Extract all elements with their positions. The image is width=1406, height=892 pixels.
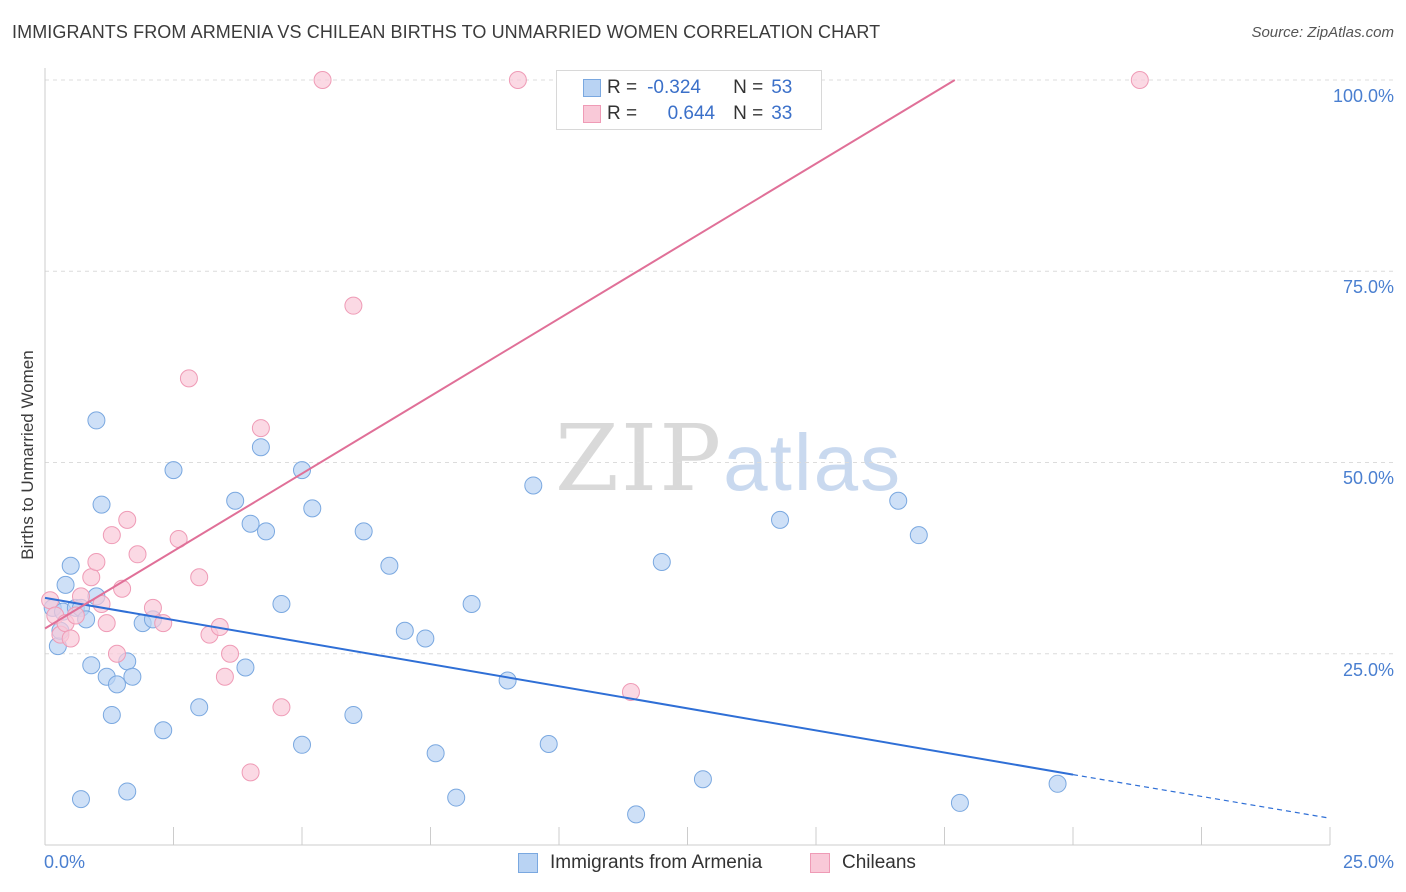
legend-row-chileans: R = 0.644 N = 33 [583, 102, 793, 126]
legend-row-armenia: R = -0.324 N = 53 [583, 76, 793, 100]
data-point-armenia [236, 658, 255, 677]
legend-n-value: 33 [771, 103, 793, 124]
data-point-chileans [241, 763, 260, 782]
trend-line-chileans [44, 79, 956, 630]
legend-r-label: R = [607, 103, 638, 124]
legend-r-label: R = [607, 77, 638, 98]
legend-n-label: N = [733, 103, 764, 124]
data-point-armenia [426, 744, 445, 763]
data-point-armenia [889, 491, 908, 510]
data-point-armenia [71, 790, 90, 809]
data-point-chileans [118, 510, 137, 529]
data-point-armenia [61, 556, 80, 575]
data-point-chileans [344, 296, 363, 315]
data-point-chileans [97, 614, 116, 633]
series-legend-label: Immigrants from Armenia [550, 852, 763, 873]
data-point-chileans [87, 552, 106, 571]
data-point-armenia [82, 656, 101, 675]
series-swatch-blue [518, 853, 538, 873]
data-point-armenia [447, 788, 466, 807]
data-point-armenia [272, 595, 291, 614]
data-point-armenia [164, 461, 183, 480]
legend-r-value: -0.324 [647, 77, 701, 98]
data-point-armenia [524, 476, 543, 495]
data-point-armenia [87, 411, 106, 430]
data-point-armenia [693, 770, 712, 789]
data-point-armenia [293, 461, 311, 480]
data-point-armenia [257, 522, 276, 541]
data-point-armenia [344, 705, 363, 724]
data-point-chileans [143, 598, 162, 617]
data-point-armenia [123, 667, 142, 686]
data-point-chileans [1130, 71, 1149, 89]
data-point-armenia [154, 721, 173, 740]
data-point-armenia [416, 629, 435, 648]
trend-line-armenia [44, 596, 1074, 776]
data-point-chileans [82, 568, 101, 587]
series-legend: Immigrants from Armenia Chileans [0, 852, 1406, 878]
data-point-chileans [508, 71, 527, 89]
y-tick-label-75: 75.0% [1342, 277, 1394, 297]
legend-r-value: 0.644 [667, 103, 716, 124]
watermark-zip: ZIP [555, 405, 724, 512]
correlation-legend: R = -0.324 N = 53 R = 0.644 N = 33 [556, 70, 822, 130]
y-tick-label-25: 25.0% [1342, 660, 1394, 680]
y-tick-label-100: 100.0% [1332, 86, 1394, 106]
data-point-chileans [313, 71, 332, 89]
data-point-chileans [179, 369, 198, 388]
data-point-armenia [293, 735, 311, 754]
data-point-armenia [498, 671, 517, 690]
data-point-armenia [102, 705, 121, 724]
legend-n-label: N = [733, 77, 764, 98]
data-point-armenia [652, 552, 671, 571]
data-point-armenia [118, 782, 137, 801]
x-tick-label-min: 0.0% [44, 852, 86, 872]
data-point-armenia [190, 698, 209, 717]
data-point-armenia [92, 495, 111, 514]
chart-title: IMMIGRANTS FROM ARMENIA VS CHILEAN BIRTH… [12, 22, 881, 42]
series-legend-armenia[interactable]: Immigrants from Armenia [518, 852, 762, 874]
data-point-armenia [226, 491, 245, 510]
data-point-armenia [241, 514, 260, 533]
legend-n-value: 53 [771, 77, 793, 98]
data-point-armenia [627, 805, 646, 824]
data-point-armenia [303, 499, 322, 518]
data-point-chileans [102, 526, 121, 545]
legend-swatch-blue [583, 79, 601, 97]
data-point-chileans [128, 545, 147, 564]
y-axis-label: Births to Unmarried Women [18, 350, 37, 560]
y-tick-label-50: 50.0% [1342, 468, 1394, 488]
data-point-armenia [395, 621, 414, 640]
data-point-chileans [272, 698, 291, 717]
data-point-chileans [190, 568, 209, 587]
series-swatch-pink [810, 853, 830, 873]
data-point-armenia [380, 556, 399, 575]
trend-line-extension-armenia [1072, 774, 1331, 819]
data-point-armenia [56, 575, 75, 594]
data-point-chileans [621, 683, 640, 701]
data-point-armenia [107, 675, 126, 694]
data-point-armenia [539, 735, 558, 754]
data-point-armenia [1048, 774, 1067, 793]
source-label: Source: ZipAtlas.com [1251, 24, 1394, 41]
series-legend-chileans[interactable]: Chileans [810, 852, 916, 874]
x-tick-label-max: 25.0% [1342, 852, 1394, 872]
data-point-chileans [107, 644, 126, 663]
data-point-chileans [61, 629, 80, 648]
data-point-chileans [215, 667, 234, 686]
data-point-armenia [950, 793, 969, 812]
data-point-armenia [354, 522, 373, 541]
series-legend-label: Chileans [842, 852, 916, 873]
data-point-armenia [771, 510, 790, 529]
legend-swatch-pink [583, 105, 601, 123]
data-point-armenia [909, 526, 928, 545]
data-point-armenia [462, 595, 481, 614]
data-point-chileans [221, 644, 240, 663]
data-point-chileans [251, 419, 270, 438]
data-point-armenia [251, 438, 270, 457]
